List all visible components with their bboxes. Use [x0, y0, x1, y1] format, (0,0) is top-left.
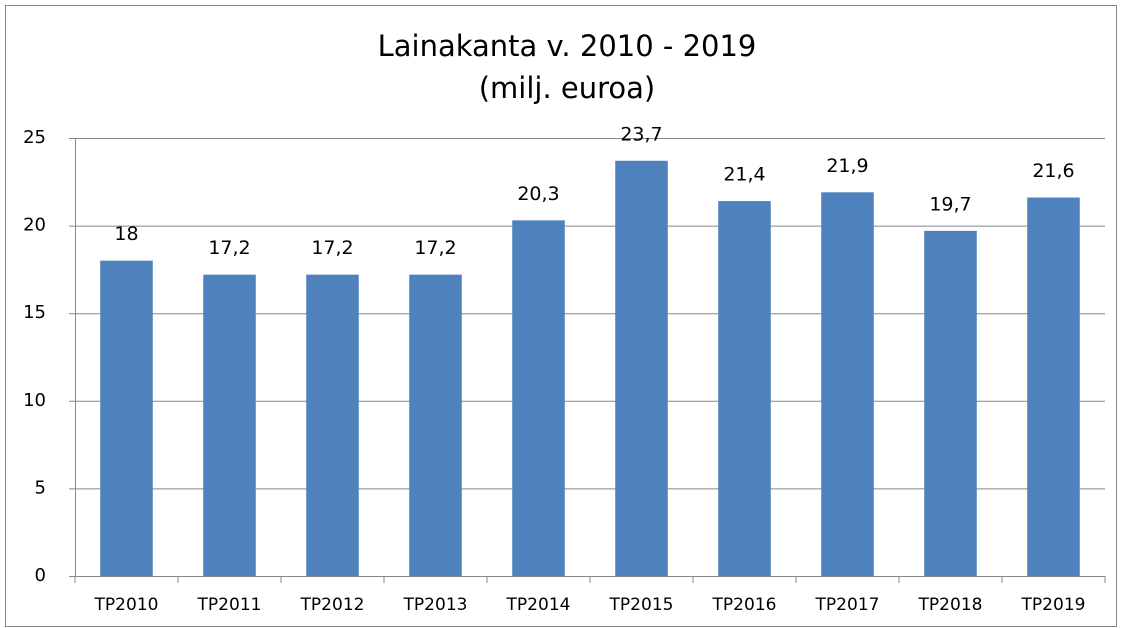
bar: [718, 201, 771, 576]
x-tick-label: TP2016: [712, 595, 777, 615]
bar: [924, 230, 977, 576]
value-label: 23,7: [620, 123, 662, 145]
y-tick-label: 10: [23, 390, 46, 411]
value-label: 17,2: [208, 237, 250, 259]
bar: [615, 160, 668, 576]
x-tick-label: TP2013: [403, 595, 468, 615]
chart-title: Lainakanta v. 2010 - 2019: [378, 29, 757, 63]
value-label: 21,4: [723, 164, 765, 186]
x-tick-label: TP2019: [1021, 595, 1086, 615]
x-tick-label: TP2014: [506, 595, 571, 615]
x-tick-label: TP2011: [197, 595, 262, 615]
value-label: 21,6: [1032, 160, 1074, 182]
y-tick-label: 25: [23, 127, 46, 148]
x-tick-label: TP2010: [94, 595, 159, 615]
bar: [203, 274, 256, 576]
bar: [100, 260, 153, 576]
bar: [512, 220, 565, 576]
x-tick-label: TP2015: [609, 595, 674, 615]
x-tick-label: TP2017: [815, 595, 880, 615]
bar: [306, 274, 359, 576]
x-tick-label: TP2018: [918, 595, 983, 615]
bar: [821, 192, 874, 576]
y-tick-label: 20: [23, 215, 46, 236]
bar: [409, 274, 462, 576]
bar: [1027, 197, 1080, 576]
chart-subtitle: (milj. euroa): [479, 71, 656, 105]
x-tick-label: TP2012: [300, 595, 365, 615]
value-label: 17,2: [414, 237, 456, 259]
y-tick-label: 15: [23, 302, 46, 323]
y-tick-label: 5: [35, 477, 46, 498]
value-label: 17,2: [311, 237, 353, 259]
y-tick-label: 0: [35, 565, 46, 586]
value-label: 18: [114, 223, 138, 245]
value-label: 21,9: [826, 155, 868, 177]
value-label: 19,7: [929, 193, 971, 215]
value-label: 20,3: [517, 183, 559, 205]
